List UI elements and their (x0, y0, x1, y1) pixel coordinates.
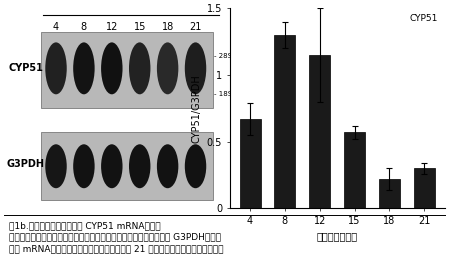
Text: 図1b.　発情周期に伴う黄体 CYP51 mRNAの変動
左図はノーザンハイブリダイゼーションのパターンを示し、右図は G3PDHで補正
した mRNAの相対量: 図1b. 発情周期に伴う黄体 CYP51 mRNAの変動 左図はノーザンハイブリ… (9, 221, 224, 254)
Text: 18: 18 (162, 22, 174, 32)
Y-axis label: CYP51/G3PDH: CYP51/G3PDH (191, 74, 201, 143)
Ellipse shape (101, 144, 123, 188)
Ellipse shape (73, 144, 95, 188)
Text: 8: 8 (81, 22, 87, 32)
Bar (41, 32, 213, 108)
Ellipse shape (101, 42, 123, 94)
Bar (274, 35, 295, 208)
Bar (344, 132, 365, 208)
Bar (309, 55, 330, 208)
Ellipse shape (45, 42, 67, 94)
Ellipse shape (73, 42, 95, 94)
Bar (240, 119, 260, 208)
Ellipse shape (157, 144, 178, 188)
Text: 4: 4 (53, 22, 59, 32)
Ellipse shape (45, 144, 67, 188)
Ellipse shape (185, 42, 206, 94)
Text: CYP51: CYP51 (9, 63, 44, 73)
Ellipse shape (129, 42, 150, 94)
Text: - 28S: - 28S (214, 53, 232, 59)
Bar (41, 132, 213, 200)
X-axis label: 発情周期（日）: 発情周期（日） (317, 231, 358, 241)
Text: - 18S: - 18S (214, 91, 232, 97)
Text: G3PDH: G3PDH (7, 159, 45, 169)
Bar (414, 168, 435, 208)
Ellipse shape (129, 144, 150, 188)
Bar (379, 179, 400, 208)
Text: CYP51: CYP51 (409, 14, 438, 24)
Text: 12: 12 (106, 22, 118, 32)
Text: 21: 21 (189, 22, 202, 32)
Ellipse shape (185, 144, 206, 188)
Text: 15: 15 (133, 22, 146, 32)
Ellipse shape (157, 42, 178, 94)
